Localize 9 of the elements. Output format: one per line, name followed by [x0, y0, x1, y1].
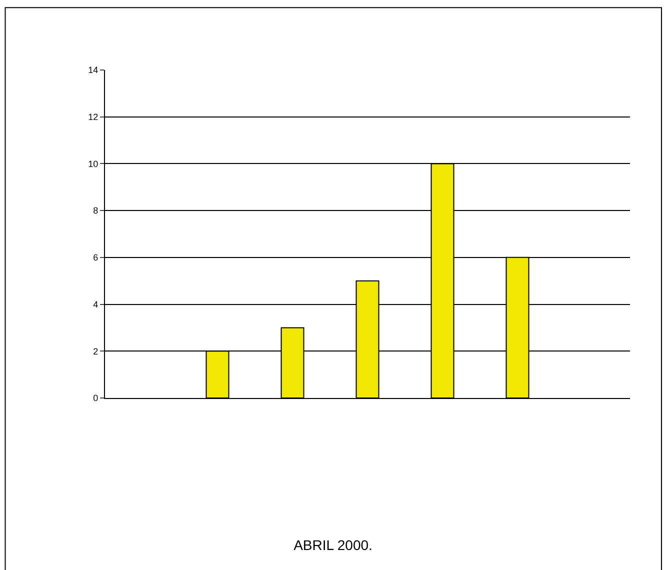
y-tick-label: 4	[93, 299, 98, 310]
y-tick-label: 0	[93, 393, 98, 404]
y-tick-label: 2	[93, 346, 98, 356]
y-tick-label: 12	[88, 112, 98, 122]
text: ABRIL 2000.	[294, 537, 372, 554]
y-tick-label: 8	[93, 206, 98, 216]
y-tick-label: 10	[88, 158, 98, 169]
y-tick-label: 14	[88, 65, 98, 76]
y-tick-label: 6	[93, 252, 98, 263]
